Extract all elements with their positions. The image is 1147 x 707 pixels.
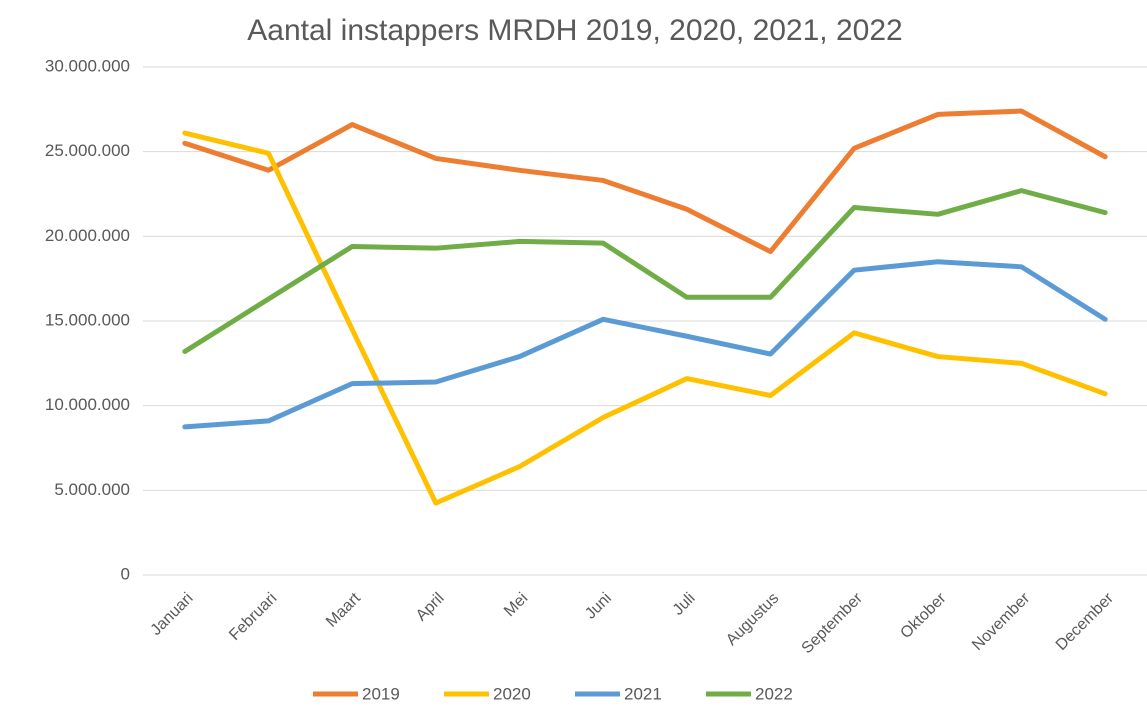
- x-tick-label: April: [413, 590, 448, 625]
- legend-label: 2019: [362, 684, 400, 703]
- series-line: [182, 259, 1108, 430]
- chart-title: Aantal instappers MRDH 2019, 2020, 2021,…: [247, 14, 902, 47]
- x-tick-label: Augustus: [723, 590, 782, 649]
- x-tick-label: December: [1053, 589, 1118, 654]
- x-tick-label: September: [799, 589, 867, 657]
- series-line: [182, 130, 1108, 506]
- legend-label: 2021: [624, 684, 662, 703]
- y-tick-label: 0: [121, 564, 130, 583]
- y-tick-label: 20.000.000: [45, 226, 130, 245]
- x-tick-label: Maart: [323, 589, 364, 630]
- y-tick-label: 25.000.000: [45, 141, 130, 160]
- x-tick-label: Januari: [148, 590, 197, 639]
- x-tick-label: Februari: [226, 590, 280, 644]
- series-line: [182, 108, 1108, 255]
- x-tick-label: Mei: [501, 590, 531, 620]
- legend-label: 2022: [755, 684, 793, 703]
- x-tick-label: Juni: [582, 590, 615, 623]
- y-tick-label: 30.000.000: [45, 56, 130, 75]
- x-tick-label: Oktober: [897, 589, 950, 642]
- y-tick-label: 10.000.000: [45, 395, 130, 414]
- x-tick-label: November: [969, 589, 1034, 654]
- legend-label: 2020: [493, 684, 531, 703]
- x-tick-label: Juli: [670, 590, 699, 619]
- y-tick-label: 5.000.000: [54, 480, 130, 499]
- y-tick-label: 15.000.000: [45, 310, 130, 329]
- series-line: [182, 188, 1108, 354]
